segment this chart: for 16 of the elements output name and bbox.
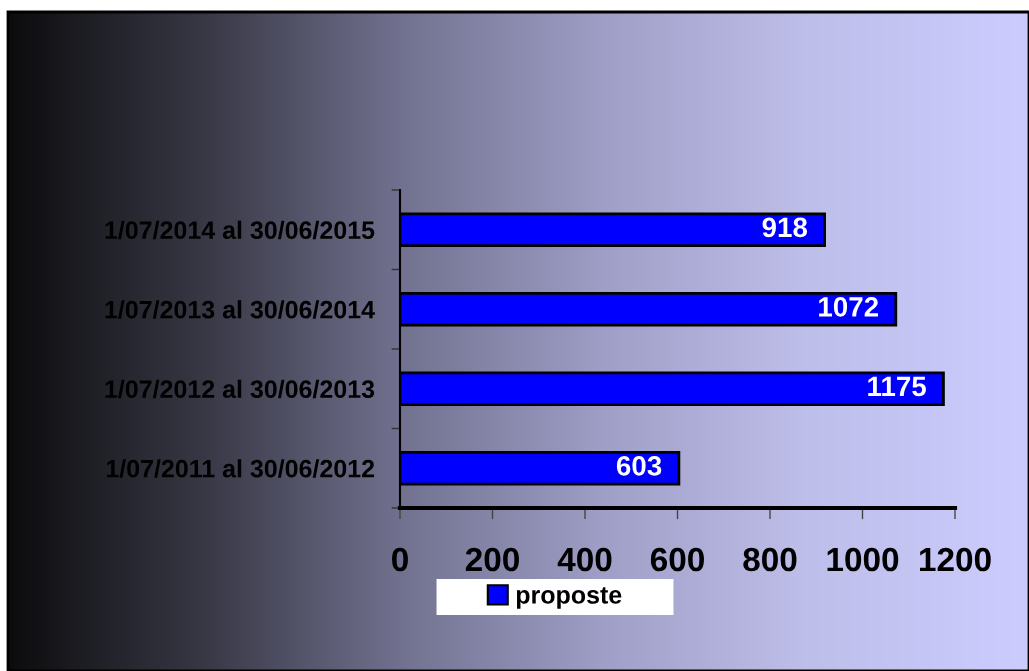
- x-tick-label: 800: [743, 547, 797, 572]
- data-label: 1175: [868, 376, 926, 397]
- data-label: 603: [616, 456, 662, 476]
- x-tick-label: 200: [465, 547, 519, 572]
- x-tick-label: 0: [392, 547, 408, 572]
- x-tick-label: 1000: [827, 547, 899, 572]
- x-tick-label: 600: [650, 547, 704, 572]
- data-label: 1072: [819, 297, 879, 317]
- x-tick-label: 1200: [920, 547, 991, 572]
- y-tick-label: 1/07/2013 al 30/06/2014: [105, 300, 375, 319]
- y-tick-label: 1/07/2012 al 30/06/2013: [105, 379, 375, 399]
- x-tick-label: 400: [557, 547, 612, 572]
- y-tick-label: 1/07/2011 al 30/06/2012: [106, 459, 375, 478]
- data-label: 918: [762, 217, 808, 238]
- y-tick-label: 1/07/2014 al 30/06/2015: [105, 220, 375, 240]
- legend-label: proposte: [516, 587, 622, 609]
